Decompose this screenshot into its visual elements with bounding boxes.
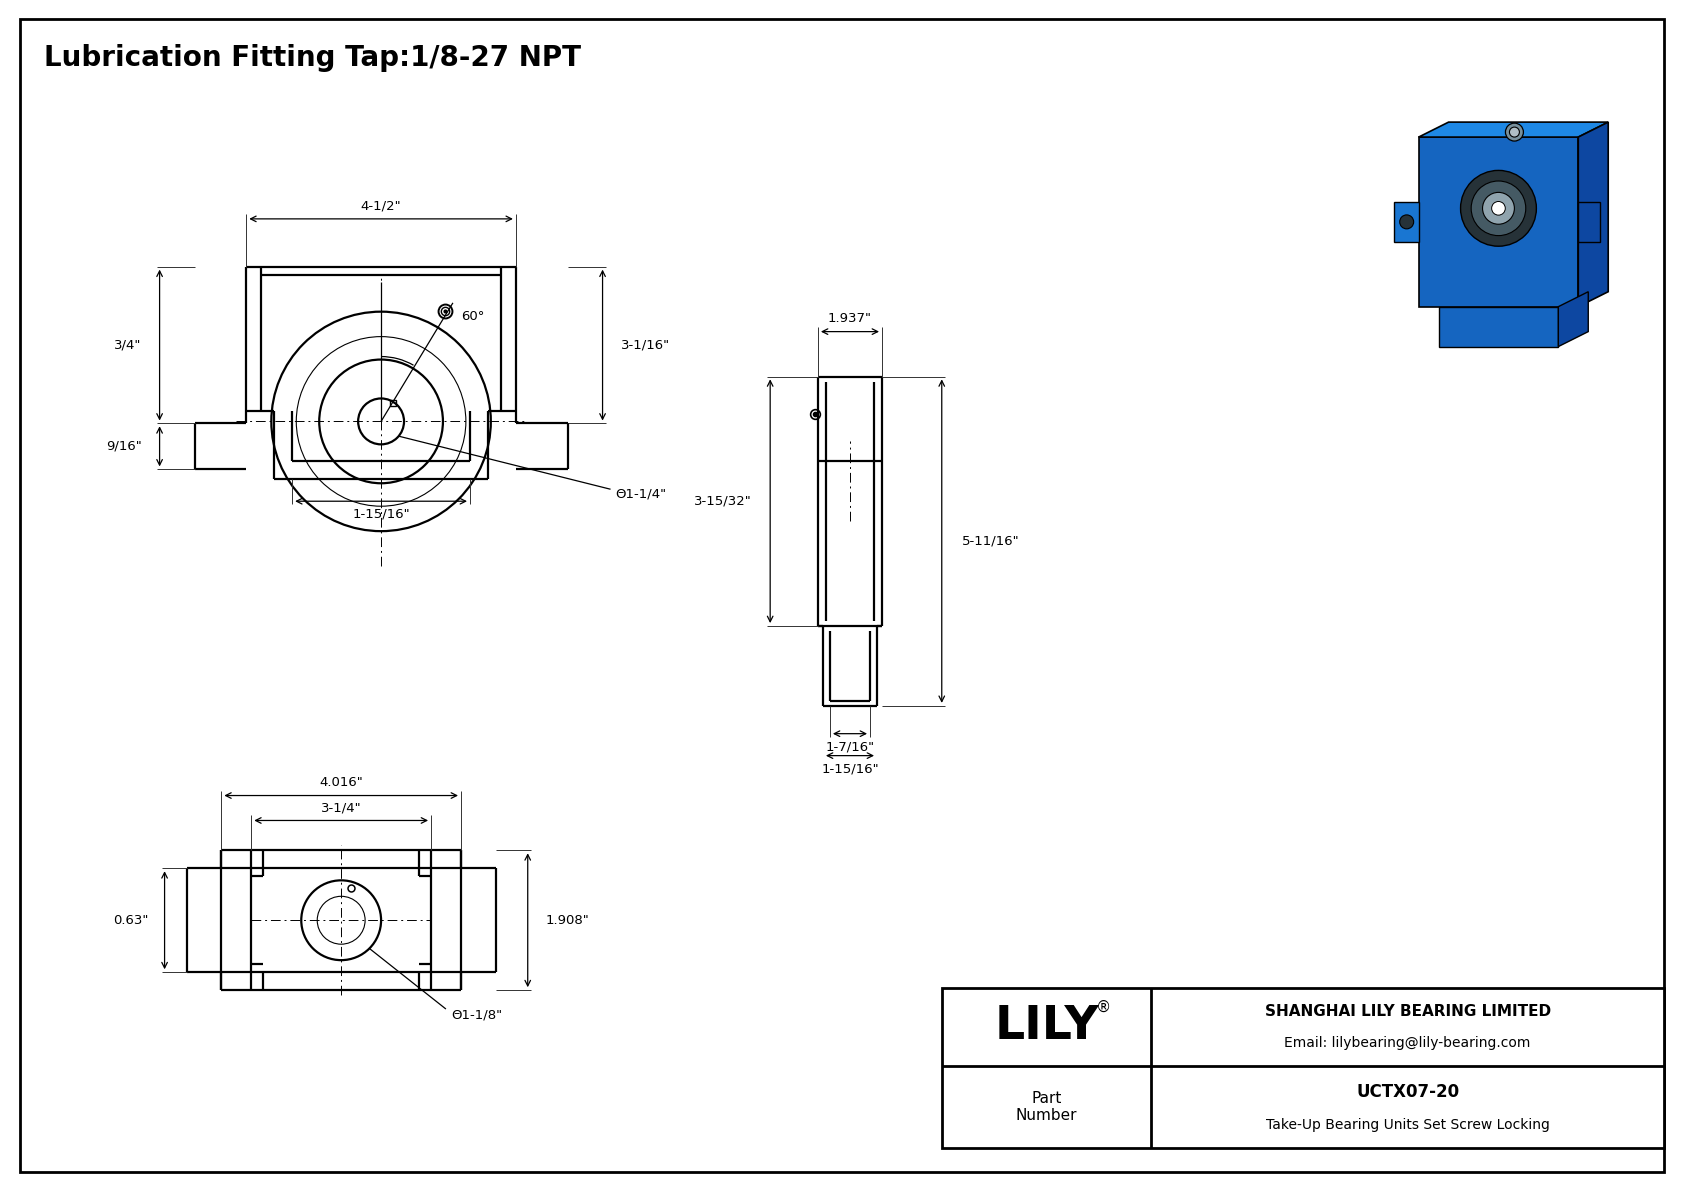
Polygon shape [1578, 123, 1608, 306]
Text: Part
Number: Part Number [1015, 1091, 1078, 1123]
Bar [1418, 137, 1578, 306]
Text: 4-1/2": 4-1/2" [360, 199, 401, 212]
Text: 1-15/16": 1-15/16" [822, 762, 879, 775]
Bar [1578, 201, 1600, 242]
Text: 1-7/16": 1-7/16" [825, 740, 874, 753]
Text: Lubrication Fitting Tap:1/8-27 NPT: Lubrication Fitting Tap:1/8-27 NPT [44, 44, 581, 73]
Circle shape [1399, 214, 1413, 229]
Circle shape [1509, 127, 1519, 137]
Circle shape [1482, 193, 1514, 224]
Text: Θ1-1/8": Θ1-1/8" [451, 1009, 502, 1022]
Text: UCTX07-20: UCTX07-20 [1356, 1083, 1460, 1100]
Circle shape [1460, 170, 1536, 247]
Text: LILY: LILY [994, 1004, 1100, 1049]
Text: 3/4": 3/4" [115, 338, 141, 351]
Text: 60°: 60° [461, 310, 485, 323]
Text: 4.016": 4.016" [320, 777, 364, 790]
Circle shape [1472, 181, 1526, 236]
Bar [941, 989, 1664, 1148]
Text: 0.63": 0.63" [113, 913, 148, 927]
Text: 9/16": 9/16" [106, 439, 141, 453]
Text: 1.908": 1.908" [546, 913, 589, 927]
Text: 1.937": 1.937" [829, 312, 872, 325]
Circle shape [1492, 201, 1505, 216]
Text: SHANGHAI LILY BEARING LIMITED: SHANGHAI LILY BEARING LIMITED [1265, 1004, 1551, 1019]
Circle shape [1505, 123, 1524, 141]
Text: 3-1/16": 3-1/16" [620, 338, 670, 351]
Text: Take-Up Bearing Units Set Screw Locking: Take-Up Bearing Units Set Screw Locking [1266, 1118, 1549, 1131]
Text: 3-1/4": 3-1/4" [322, 802, 362, 813]
Polygon shape [1558, 292, 1588, 347]
Bar [1394, 201, 1418, 242]
Text: 3-15/32": 3-15/32" [694, 494, 753, 507]
Text: Θ1-1/4": Θ1-1/4" [616, 488, 667, 500]
Polygon shape [1438, 306, 1558, 347]
Text: Email: lilybearing@lily-bearing.com: Email: lilybearing@lily-bearing.com [1285, 1035, 1531, 1049]
Text: 5-11/16": 5-11/16" [962, 535, 1019, 548]
Text: 1-15/16": 1-15/16" [352, 507, 409, 520]
Text: ®: ® [1096, 999, 1111, 1015]
Polygon shape [1418, 123, 1608, 137]
